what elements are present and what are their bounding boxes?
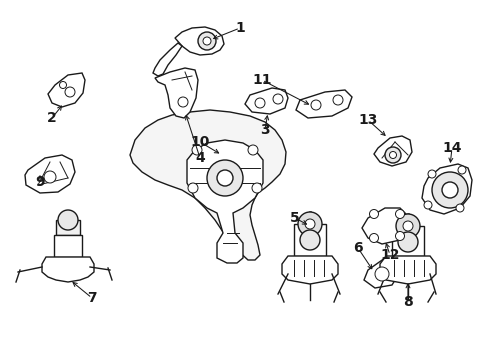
Circle shape	[65, 87, 75, 97]
Circle shape	[310, 100, 320, 110]
Polygon shape	[25, 155, 75, 193]
Circle shape	[217, 170, 232, 186]
Circle shape	[178, 97, 187, 107]
Polygon shape	[421, 164, 471, 214]
Polygon shape	[373, 136, 411, 166]
Polygon shape	[48, 73, 85, 107]
Circle shape	[395, 214, 419, 238]
Polygon shape	[282, 256, 337, 284]
Circle shape	[457, 166, 465, 174]
Text: 3: 3	[260, 123, 269, 137]
Polygon shape	[295, 90, 351, 118]
Polygon shape	[186, 140, 263, 263]
Circle shape	[384, 147, 400, 163]
Text: 1: 1	[235, 21, 244, 35]
Circle shape	[374, 267, 388, 281]
Circle shape	[254, 98, 264, 108]
Circle shape	[395, 210, 404, 219]
Polygon shape	[153, 43, 182, 76]
Polygon shape	[42, 257, 94, 282]
Bar	[56, 220, 80, 235]
Text: 14: 14	[441, 141, 461, 155]
Circle shape	[431, 172, 467, 208]
Text: 2: 2	[47, 111, 57, 125]
Circle shape	[272, 94, 283, 104]
Circle shape	[402, 221, 412, 231]
Text: 9: 9	[35, 175, 45, 189]
Text: 8: 8	[402, 295, 412, 309]
Text: 4: 4	[195, 151, 204, 165]
Circle shape	[427, 170, 435, 178]
Circle shape	[198, 32, 216, 50]
Bar	[54, 235, 82, 257]
Circle shape	[305, 219, 314, 229]
Circle shape	[395, 231, 404, 240]
Text: 7: 7	[87, 291, 97, 305]
Circle shape	[247, 145, 258, 155]
Circle shape	[389, 152, 396, 158]
Circle shape	[44, 171, 56, 183]
Text: 11: 11	[252, 73, 271, 87]
Circle shape	[203, 37, 210, 45]
Circle shape	[369, 234, 378, 243]
Polygon shape	[361, 208, 407, 244]
Circle shape	[441, 182, 457, 198]
Text: 13: 13	[358, 113, 377, 127]
Polygon shape	[155, 68, 198, 118]
Circle shape	[251, 183, 262, 193]
Text: 5: 5	[289, 211, 299, 225]
Bar	[391, 226, 423, 256]
Polygon shape	[379, 256, 435, 284]
Polygon shape	[130, 110, 285, 260]
Circle shape	[60, 81, 66, 89]
Text: 10: 10	[190, 135, 209, 149]
Polygon shape	[244, 88, 287, 114]
Circle shape	[58, 210, 78, 230]
Text: 6: 6	[352, 241, 362, 255]
Circle shape	[397, 232, 417, 252]
Circle shape	[423, 201, 431, 209]
Circle shape	[369, 210, 378, 219]
Circle shape	[297, 212, 321, 236]
Circle shape	[299, 230, 319, 250]
Bar	[293, 224, 325, 256]
Circle shape	[206, 160, 243, 196]
Text: 12: 12	[380, 248, 399, 262]
Polygon shape	[363, 258, 399, 288]
Circle shape	[187, 183, 198, 193]
Polygon shape	[175, 27, 224, 55]
Circle shape	[455, 204, 463, 212]
Circle shape	[192, 145, 202, 155]
Circle shape	[332, 95, 342, 105]
